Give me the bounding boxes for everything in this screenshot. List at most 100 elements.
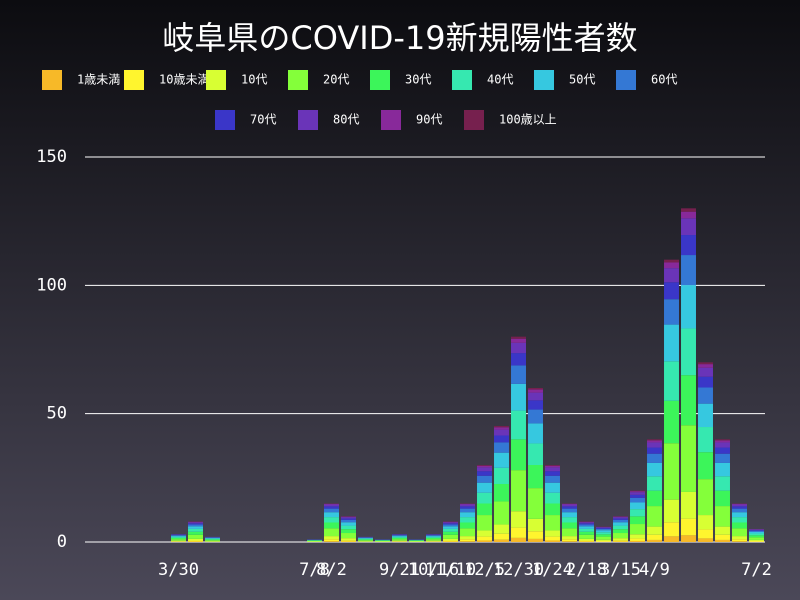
bar-segment (749, 533, 764, 536)
bar-segment (698, 427, 713, 453)
bar-segment (732, 539, 747, 542)
bar-segment (647, 440, 662, 443)
bar-segment (562, 508, 577, 513)
bar-segment (392, 539, 407, 541)
legend-label: 90代 (416, 113, 442, 127)
bar-segment (698, 529, 713, 539)
bar-segment (545, 530, 560, 537)
bar-segment (579, 522, 594, 524)
bar-segment (171, 535, 186, 537)
bar-segment (188, 526, 203, 529)
bar-segment (494, 429, 509, 436)
bar-segment (494, 483, 509, 502)
bar-segment (426, 535, 441, 537)
bar-segment (188, 531, 203, 535)
bar-segment (664, 400, 679, 444)
bar-segment (664, 324, 679, 362)
bar-segment (732, 504, 747, 507)
bar-segment (562, 506, 577, 509)
bar-segment (562, 522, 577, 529)
bar-segment (426, 540, 441, 542)
bar-segment (681, 235, 696, 256)
bar-segment (358, 539, 373, 541)
bar-segment (324, 506, 339, 509)
bar-segment (426, 534, 441, 536)
legend-swatch (298, 110, 318, 130)
bar-segment (443, 531, 458, 535)
bar-segment (171, 539, 186, 541)
bar-segment (681, 535, 696, 542)
bar-segment (545, 515, 560, 531)
bar-segment (324, 536, 339, 540)
bar-segment (494, 427, 509, 430)
bar-segment (205, 537, 220, 539)
bar-segment (698, 515, 713, 530)
bar-segment (698, 538, 713, 542)
x-tick-label: 2/18 (566, 560, 607, 580)
legend-label: 80代 (333, 113, 359, 127)
bar-segment (443, 526, 458, 529)
bar-segment (528, 423, 543, 444)
bar-segment (443, 521, 458, 523)
bar-segment (732, 506, 747, 509)
bar-segment (409, 540, 424, 542)
legend-label: 10歳未満 (159, 73, 209, 87)
bar-segment (443, 541, 458, 542)
bar-segment (613, 519, 628, 523)
bar-segment (715, 534, 730, 540)
bar-segment (188, 522, 203, 524)
bar-segment (613, 518, 628, 520)
bar-segment (528, 443, 543, 465)
bar-segment (460, 508, 475, 513)
legend-swatch (616, 70, 636, 90)
bar-segment (205, 541, 220, 542)
bar-segment (511, 365, 526, 384)
bar-segment (443, 524, 458, 527)
bar-segment (494, 539, 509, 542)
x-tick-label: 3/30 (158, 560, 199, 580)
bar-segment (698, 364, 713, 368)
bar-segment (613, 529, 628, 534)
bar-segment (443, 528, 458, 532)
bar-segment (341, 525, 356, 530)
bar-segment (188, 528, 203, 532)
bar-segment (749, 540, 764, 542)
bar-segment (664, 443, 679, 500)
bar-segment (681, 425, 696, 492)
bar-segment (715, 539, 730, 542)
bar-segment (681, 255, 696, 286)
bar-segment (392, 535, 407, 537)
bar-segment (579, 538, 594, 541)
bar-segment (579, 534, 594, 539)
bar-segment (324, 539, 339, 542)
bar-segment (630, 490, 645, 492)
bar-segment (647, 453, 662, 463)
bar-segment (545, 536, 560, 541)
bar-segment (545, 482, 560, 493)
bar-segment (358, 541, 373, 542)
bar-segment (477, 465, 492, 466)
bar-segment (511, 342, 526, 354)
bar-segment (562, 528, 577, 537)
legend-swatch (124, 70, 144, 90)
bar-segment (715, 447, 730, 454)
legend-label: 20代 (323, 73, 349, 87)
bar-segment (392, 535, 407, 536)
bar-segment (579, 526, 594, 529)
legend-label: 70代 (250, 113, 276, 127)
bar-segment (681, 328, 696, 376)
bar-segment (324, 508, 339, 513)
bar-segment (443, 540, 458, 542)
bar-segment (324, 512, 339, 518)
bar-segment (307, 540, 322, 542)
bar-segment (579, 523, 594, 525)
bar-segment (392, 540, 407, 542)
x-tick-label: 1/24 (532, 560, 573, 580)
bar-segment (698, 403, 713, 428)
bar-segment (749, 535, 764, 538)
bar-segment (596, 528, 611, 531)
bar-segment (545, 465, 560, 468)
bar-segment (392, 541, 407, 542)
bar-segment (358, 537, 373, 538)
bar-segment (460, 528, 475, 537)
